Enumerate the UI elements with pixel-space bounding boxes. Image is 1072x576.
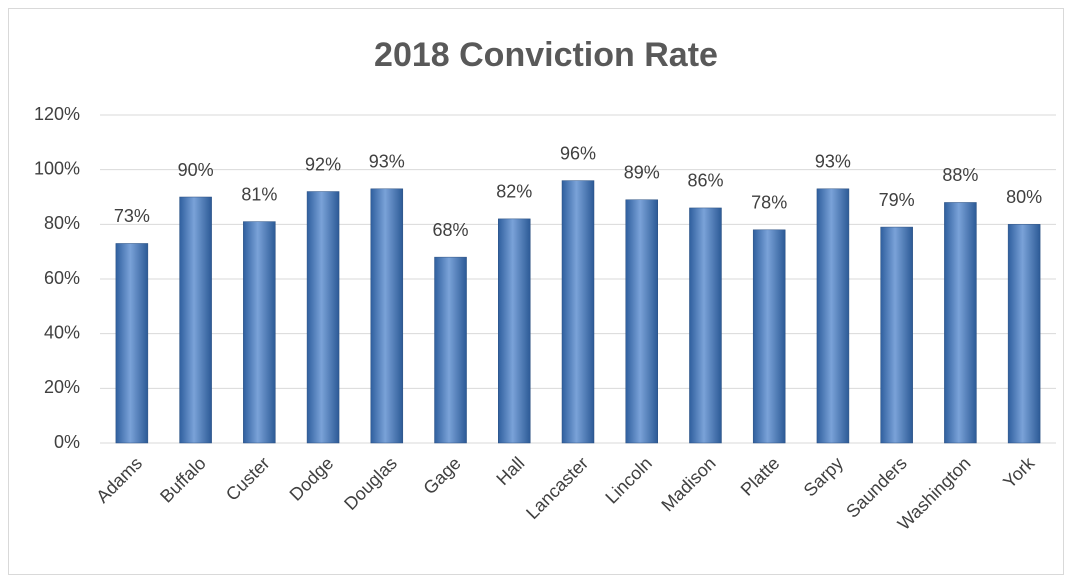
data-label: 79% (879, 190, 915, 210)
data-label: 68% (433, 220, 469, 240)
y-tick-label: 80% (44, 213, 80, 233)
bar (179, 196, 212, 444)
data-label: 90% (178, 160, 214, 180)
y-tick-label: 120% (34, 104, 80, 124)
bar (816, 188, 850, 444)
data-label: 88% (942, 165, 978, 185)
bar (752, 229, 786, 444)
y-tick-label: 0% (54, 432, 80, 452)
bar (370, 188, 404, 444)
data-label: 89% (624, 162, 660, 182)
y-tick-label: 20% (44, 377, 80, 397)
bar (689, 207, 722, 444)
y-tick-label: 40% (44, 322, 80, 342)
data-label: 93% (815, 152, 851, 172)
data-label: 96% (560, 143, 596, 163)
data-label: 80% (1006, 187, 1042, 207)
bar (625, 199, 658, 444)
bar (115, 243, 149, 444)
data-label: 92% (305, 154, 341, 174)
bar (561, 180, 595, 444)
bar (498, 218, 531, 444)
data-label: 73% (114, 206, 150, 226)
chart-title: 2018 Conviction Rate (374, 36, 718, 74)
bar (306, 191, 340, 444)
data-label: 93% (369, 152, 405, 172)
bar (243, 221, 276, 444)
bar (434, 256, 467, 444)
data-label: 78% (751, 193, 787, 213)
bar (880, 226, 913, 444)
y-tick-label: 60% (44, 268, 80, 288)
data-label: 81% (241, 184, 277, 204)
bar (944, 202, 977, 444)
data-label: 82% (496, 182, 532, 202)
y-tick-label: 100% (34, 158, 80, 178)
data-label: 86% (687, 171, 723, 191)
bar (1007, 224, 1041, 444)
